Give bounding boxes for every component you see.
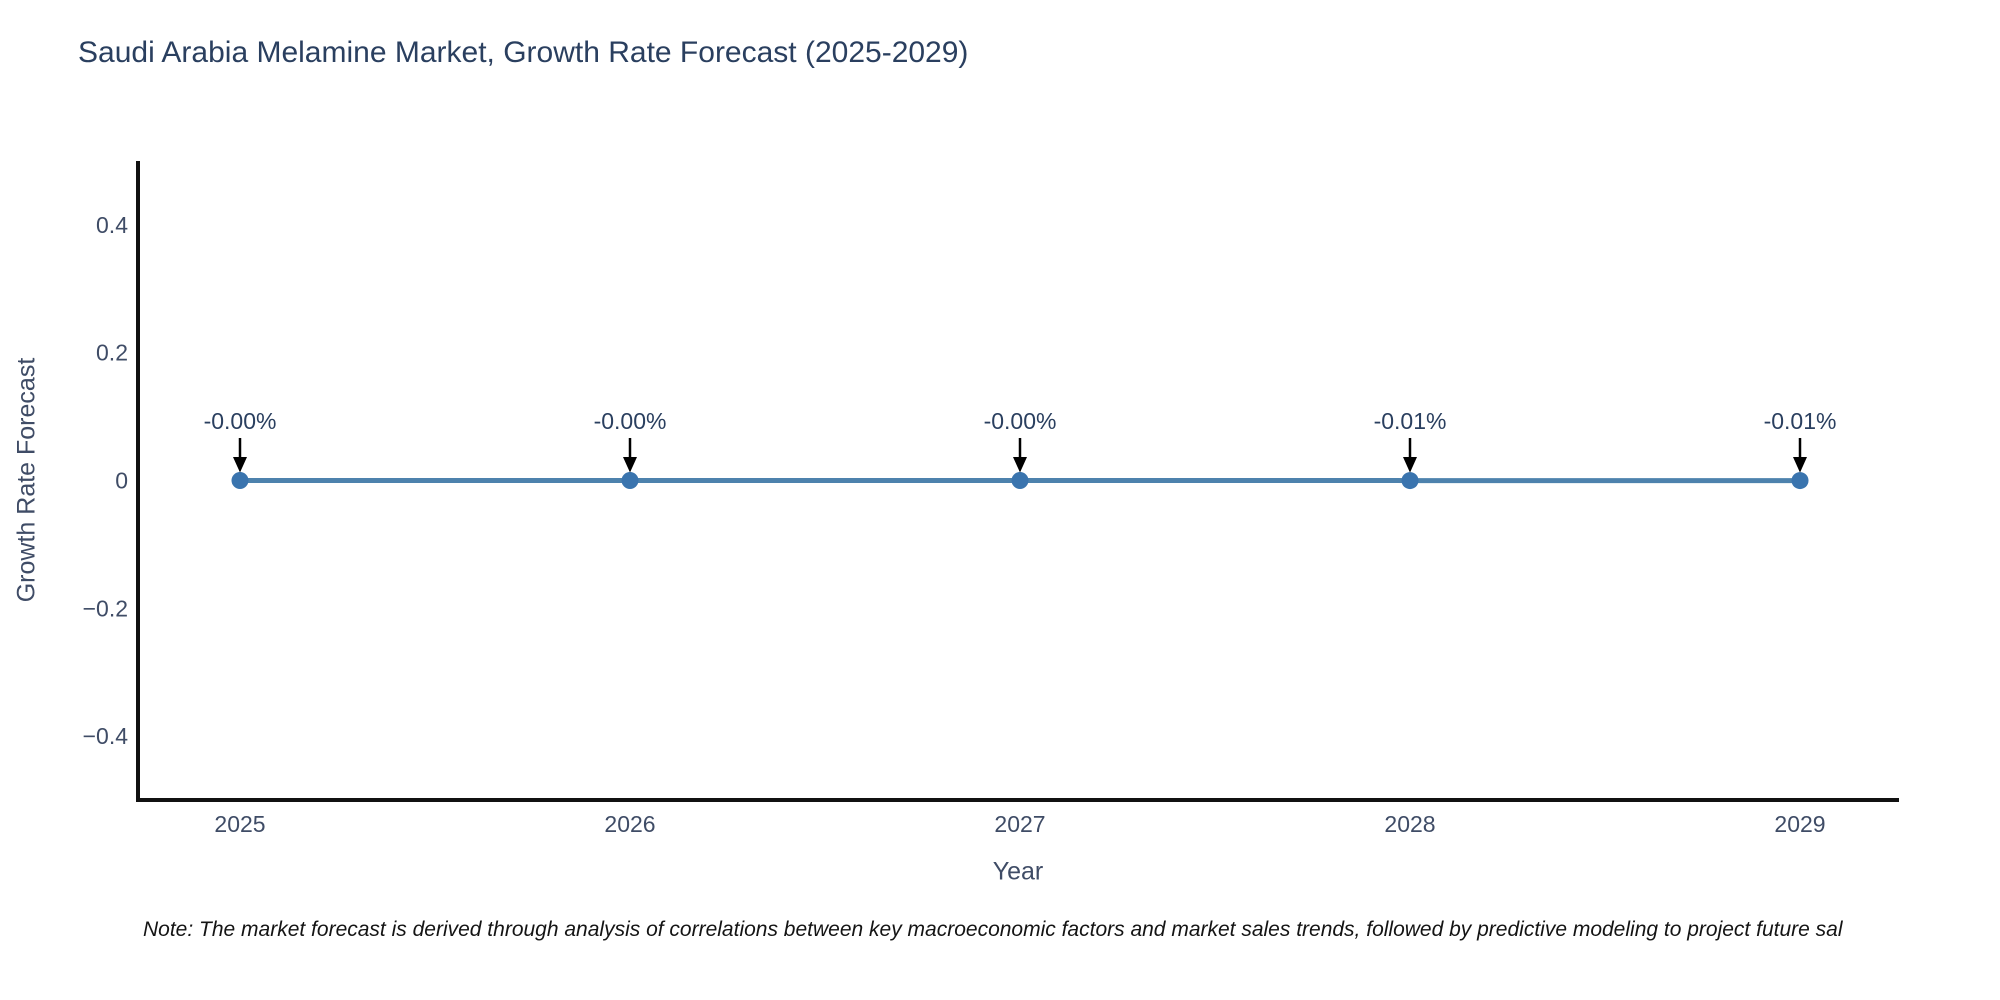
point-annotation-label: -0.00% (984, 408, 1057, 434)
x-tick-label: 2029 (1774, 811, 1825, 837)
data-point-marker[interactable] (231, 472, 249, 489)
point-annotation-label: -0.00% (204, 408, 277, 434)
data-point-marker[interactable] (1401, 472, 1419, 490)
annotation-arrowhead-icon (623, 457, 637, 473)
footnote: Note: The market forecast is derived thr… (143, 918, 1843, 941)
y-tick-label: 0.4 (96, 212, 128, 238)
data-point-marker[interactable] (1011, 472, 1029, 489)
chart-title: Saudi Arabia Melamine Market, Growth Rat… (78, 36, 969, 69)
x-tick-label: 2025 (214, 811, 265, 837)
annotation-arrowhead-icon (1403, 457, 1417, 473)
data-point-marker[interactable] (621, 472, 639, 489)
y-tick-label: 0.2 (96, 340, 128, 366)
x-tick-label: 2026 (604, 811, 655, 837)
point-annotation-label: -0.00% (594, 408, 667, 434)
y-tick-label: −0.2 (83, 595, 128, 621)
y-tick-label: −0.4 (83, 723, 129, 749)
data-point-marker[interactable] (1791, 472, 1809, 490)
x-tick-label: 2027 (994, 811, 1045, 837)
x-axis-title: Year (992, 857, 1044, 886)
y-tick-label: 0 (115, 468, 128, 494)
annotation-arrowhead-icon (1793, 457, 1807, 473)
x-tick-label: 2028 (1384, 811, 1435, 837)
point-annotation-label: -0.01% (1764, 408, 1837, 434)
annotation-arrowhead-icon (1013, 457, 1027, 473)
point-annotation-label: -0.01% (1374, 408, 1447, 434)
annotation-arrowhead-icon (233, 457, 247, 473)
